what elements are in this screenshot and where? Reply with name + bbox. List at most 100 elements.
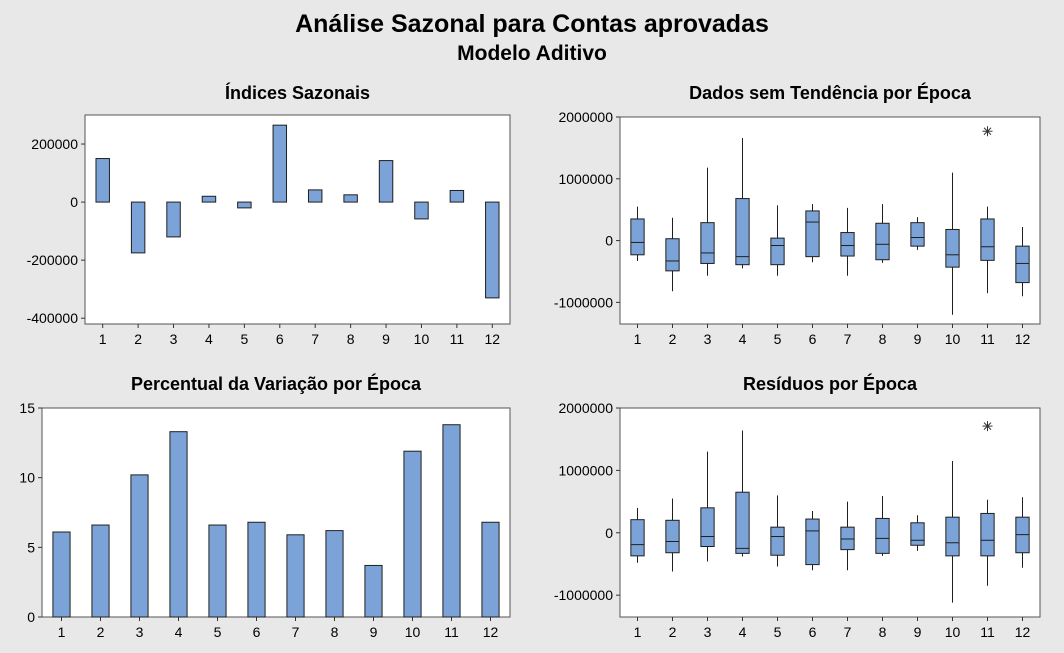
percent-plot-area [41, 407, 511, 618]
detrended-xtick-label: 9 [914, 331, 922, 347]
detrended-ytick-label: -1000000 [554, 294, 613, 310]
indices-bar [95, 158, 110, 203]
residuals-xtick-label: 6 [809, 624, 817, 640]
detrended-box [1015, 245, 1030, 284]
percent-xtick-label: 9 [370, 624, 378, 640]
detrended-xtick-label: 7 [844, 331, 852, 347]
residuals-box [980, 512, 995, 557]
panel-title-indices: Índices Sazonais [224, 83, 371, 103]
indices-bar [485, 201, 500, 299]
residuals-box [770, 526, 785, 556]
detrended-ytick-label: 0 [605, 233, 613, 249]
residuals-xtick-label: 2 [669, 624, 677, 640]
detrended-box [910, 222, 925, 247]
residuals-xtick-label: 11 [980, 624, 995, 640]
residuals-xtick-label: 12 [1015, 624, 1031, 640]
residuals-ytick-label: 2000000 [558, 400, 613, 416]
percent-bar [442, 424, 461, 618]
residuals-plot-area [619, 407, 1041, 618]
indices-bar [307, 189, 323, 203]
residuals-ytick-label: 0 [605, 525, 613, 541]
detrended-box [770, 237, 785, 266]
percent-xtick-label: 7 [292, 624, 300, 640]
percent-xtick-label: 12 [483, 624, 499, 640]
indices-bar [449, 189, 465, 203]
residuals-box [805, 518, 820, 566]
indices-plot-area [84, 114, 511, 325]
residuals-xtick-label: 9 [914, 624, 922, 640]
percent-ytick-label: 5 [27, 539, 35, 555]
main-title: Análise Sazonal para Contas aprovadas [295, 10, 769, 38]
indices-xtick-label: 11 [450, 331, 465, 347]
residuals-box [840, 526, 855, 551]
indices-xtick-label: 5 [240, 331, 248, 347]
percent-bar [208, 524, 227, 618]
detrended-xtick-label: 10 [945, 331, 961, 347]
detrended-box [630, 218, 645, 256]
indices-xtick-label: 2 [134, 331, 142, 347]
percent-xtick-label: 5 [214, 624, 222, 640]
percent-xtick-label: 10 [405, 624, 421, 640]
residuals-xtick-label: 7 [844, 624, 852, 640]
detrended-ytick-label: 1000000 [558, 171, 613, 187]
percent-xtick-label: 4 [175, 624, 183, 640]
percent-ytick-label: 0 [27, 609, 35, 625]
detrended-ytick-label: 2000000 [558, 109, 613, 125]
indices-xtick-label: 4 [205, 331, 213, 347]
indices-xtick-label: 7 [311, 331, 319, 347]
detrended-plot-area [619, 116, 1041, 325]
percent-bar [364, 564, 383, 618]
detrended-xtick-label: 3 [704, 331, 712, 347]
detrended-xtick-label: 5 [774, 331, 782, 347]
indices-bar [201, 195, 217, 203]
indices-xtick-label: 1 [99, 331, 107, 347]
indices-xtick-label: 3 [170, 331, 178, 347]
indices-ytick-label: -200000 [27, 252, 79, 268]
detrended-box [735, 198, 750, 266]
detrended-xtick-label: 1 [634, 331, 642, 347]
percent-xtick-label: 8 [331, 624, 339, 640]
residuals-xtick-label: 4 [739, 624, 747, 640]
indices-xtick-label: 9 [382, 331, 390, 347]
indices-ytick-label: 200000 [31, 136, 78, 152]
percent-bar [52, 531, 71, 618]
detrended-xtick-label: 4 [739, 331, 747, 347]
detrended-box [875, 222, 890, 261]
panel-title-detrended: Dados sem Tendência por Época [689, 83, 971, 103]
sub-title: Modelo Aditivo [457, 42, 607, 65]
percent-bar [403, 450, 422, 618]
residuals-xtick-label: 10 [945, 624, 961, 640]
residuals-box [630, 519, 645, 557]
percent-xtick-label: 11 [444, 624, 459, 640]
residuals-box [945, 516, 960, 557]
indices-bar [378, 160, 394, 203]
detrended-box [665, 238, 680, 272]
detrended-box [840, 232, 855, 257]
residuals-xtick-label: 3 [704, 624, 712, 640]
indices-bar [237, 201, 252, 209]
detrended-box [945, 228, 960, 268]
detrended-outlier-stroke [983, 127, 992, 136]
detrended-xtick-label: 11 [980, 331, 995, 347]
residuals-ytick-label: 1000000 [558, 462, 613, 478]
indices-xtick-label: 8 [347, 331, 355, 347]
percent-bar [169, 431, 188, 618]
indices-bar [343, 194, 358, 203]
indices-bar [130, 201, 146, 254]
indices-bar [166, 201, 181, 238]
indices-ytick-label: -400000 [27, 310, 79, 326]
percent-bar [481, 521, 500, 618]
percent-bar [247, 521, 266, 618]
residuals-xtick-label: 8 [879, 624, 887, 640]
residuals-box [700, 507, 715, 548]
percent-ytick-label: 15 [19, 400, 35, 416]
percent-xtick-label: 1 [58, 624, 66, 640]
indices-xtick-label: 6 [276, 331, 284, 347]
indices-ytick-label: 0 [70, 194, 78, 210]
detrended-box [700, 222, 715, 264]
indices-xtick-label: 12 [485, 331, 501, 347]
indices-bar [272, 124, 288, 203]
residuals-xtick-label: 1 [634, 624, 642, 640]
detrended-xtick-label: 2 [669, 331, 677, 347]
